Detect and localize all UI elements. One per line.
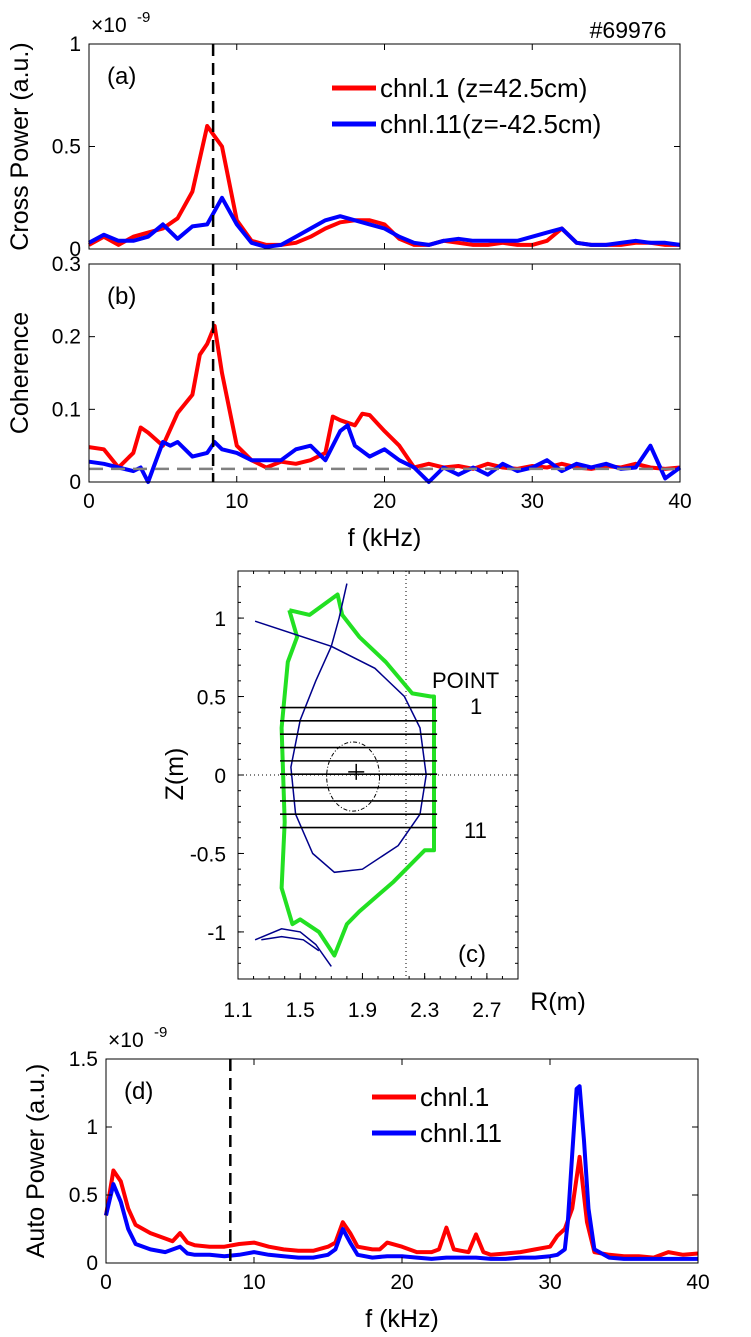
axes-box-d <box>105 1058 699 1264</box>
divertor-leg-0 <box>254 928 332 967</box>
ytick-label-b-2: 0.2 <box>52 326 81 349</box>
xtick-label-b-0: 0 <box>83 490 95 513</box>
xlabel-b: f (kHz) <box>348 524 422 552</box>
point-label: POINT <box>432 668 499 693</box>
c-xtick-label-3: 2.3 <box>410 999 439 1022</box>
c-xtick-label-2: 1.9 <box>348 999 377 1022</box>
c-ytick-label-4: -1 <box>207 922 226 945</box>
series-line-a-1 <box>88 195 681 249</box>
ytick-label-b-0: 0 <box>69 471 81 494</box>
exponent-base-a: ×10 <box>91 14 127 37</box>
exponent-power-d: -9 <box>154 1024 167 1041</box>
ylabel-a: Cross Power (a.u.) <box>6 42 34 250</box>
legend-label-d-0: chnl.1 <box>420 1082 489 1112</box>
series-line-d-0 <box>104 1154 699 1260</box>
c-xlabel: R(m) <box>530 988 586 1016</box>
legend-label-a-0: chnl.1 (z=42.5cm) <box>380 73 587 103</box>
c-ytick-label-2: 0 <box>214 765 226 788</box>
legend-label-a-1: chnl.11(z=-42.5cm) <box>380 109 601 139</box>
xtick-label-d-0: 0 <box>100 1271 112 1294</box>
xtick-label-b-3: 30 <box>521 490 544 513</box>
data-layer <box>88 44 699 1263</box>
chord-11-label: 11 <box>464 818 487 843</box>
chord-1-label: 1 <box>470 694 482 719</box>
panel-label-a: (a) <box>107 63 136 90</box>
panel-label-c: (c) <box>458 941 486 968</box>
legend-label-d-1: chnl.11 <box>420 1118 502 1148</box>
exponent-base-d: ×10 <box>108 1029 144 1052</box>
ytick-label-a-1: 0.5 <box>52 136 81 159</box>
series-line-b-1 <box>88 423 682 484</box>
xtick-label-b-4: 40 <box>668 490 691 513</box>
axes-layer <box>88 43 699 1264</box>
panel-label-d: (d) <box>124 1078 153 1105</box>
c-xtick-label-1: 1.5 <box>286 999 315 1022</box>
shot-number: #69976 <box>590 17 667 43</box>
series-line-d-1 <box>104 1084 698 1261</box>
inner-flux-surface <box>326 741 381 812</box>
xtick-label-b-1: 10 <box>225 490 248 513</box>
ylabel-d: Auto Power (a.u.) <box>22 1064 50 1259</box>
xtick-label-d-1: 10 <box>242 1271 265 1294</box>
xlabel-d: f (kHz) <box>365 1305 439 1333</box>
c-ytick-label-1: 0.5 <box>197 687 226 710</box>
ylabel-b: Coherence <box>6 312 34 434</box>
ytick-label-d-0: 0 <box>86 1252 98 1275</box>
ytick-label-d-1: 0.5 <box>69 1184 98 1207</box>
c-xtick-label-0: 1.1 <box>223 999 252 1022</box>
c-xtick-label-4: 2.7 <box>472 999 501 1022</box>
first-wall-outline <box>279 592 436 958</box>
ytick-label-d-3: 1.5 <box>69 1048 98 1071</box>
ytick-label-b-1: 0.1 <box>52 398 81 421</box>
xtick-label-d-2: 20 <box>390 1271 413 1294</box>
ytick-label-b-3: 0.3 <box>52 253 81 276</box>
ytick-label-d-2: 1 <box>86 1116 98 1139</box>
exponent-power-a: -9 <box>137 9 150 26</box>
c-ytick-label-0: 1 <box>214 608 226 631</box>
ytick-label-a-2: 1 <box>69 33 81 56</box>
xtick-label-d-3: 30 <box>538 1271 561 1294</box>
divertor-leg-1 <box>261 935 320 952</box>
panel-label-b: (b) <box>107 283 136 310</box>
c-ylabel: Z(m) <box>161 748 189 801</box>
text-layer: 0 0.5 1 (a) Cross Power (a.u.) ×10 -9 #69976 chn… <box>6 9 710 1333</box>
ytick-label-a-0: 0 <box>69 238 81 261</box>
c-ytick-label-3: -0.5 <box>190 843 226 866</box>
xtick-label-d-4: 40 <box>686 1271 709 1294</box>
lcfs-contour <box>254 583 427 874</box>
xtick-label-b-2: 20 <box>373 490 396 513</box>
